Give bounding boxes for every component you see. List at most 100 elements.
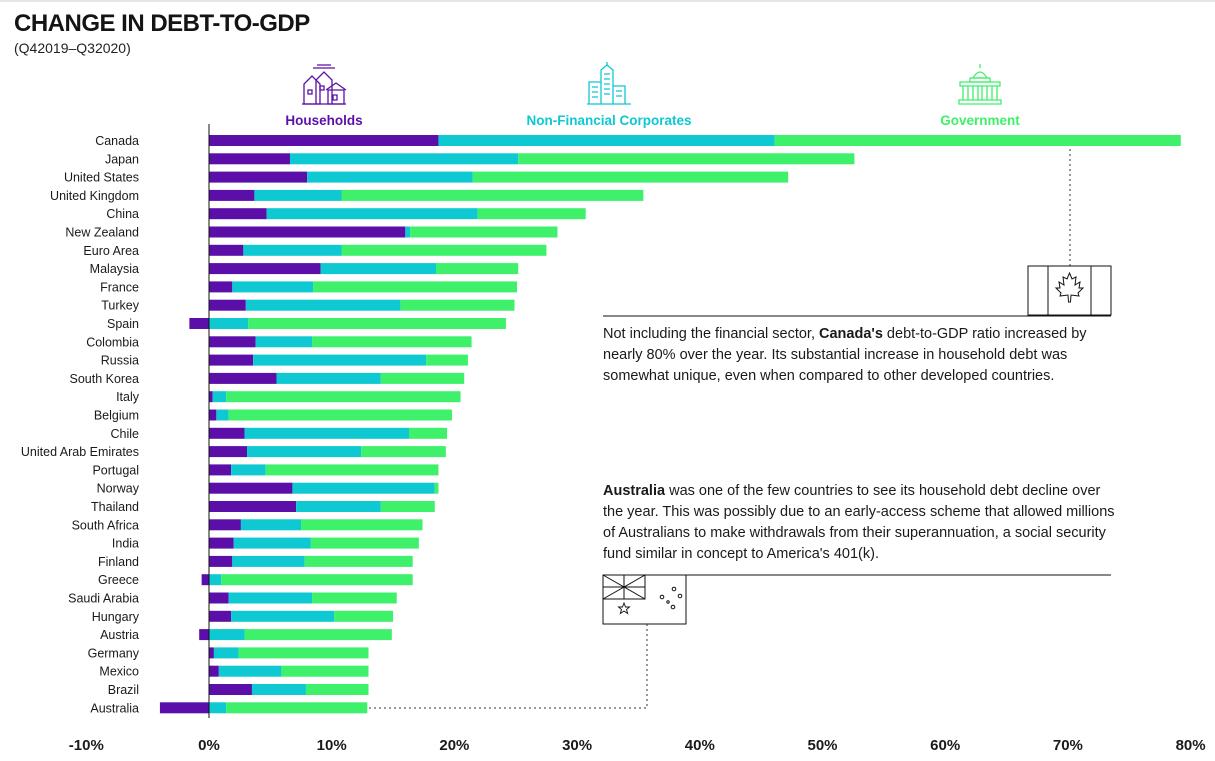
bar-austria-government (244, 629, 392, 641)
australia-note-post: was one of the few countries to see its … (603, 483, 1115, 562)
chart-title: CHANGE IN DEBT-TO-GDP (14, 10, 310, 37)
category-label-belgium: Belgium (94, 409, 139, 423)
category-label-brazil: Brazil (108, 683, 139, 697)
bar-greece-non-financial-corporates (209, 574, 222, 586)
category-label-euro-area: Euro Area (83, 244, 139, 258)
bar-australia-government (226, 702, 368, 714)
category-label-germany: Germany (88, 646, 140, 660)
bar-south-korea-households (209, 372, 277, 384)
bar-spain-government (248, 318, 506, 329)
bar-united-kingdom-government (341, 189, 644, 201)
category-label-japan: Japan (105, 152, 139, 166)
category-label-colombia: Colombia (86, 335, 139, 349)
bar-australia-households (159, 702, 209, 714)
houses-icon (302, 64, 347, 105)
bar-russia-non-financial-corporates (253, 354, 427, 366)
bar-euro-area-government (341, 244, 547, 256)
office-buildings-icon (587, 62, 631, 105)
category-label-saudi-arabia: Saudi Arabia (68, 592, 139, 606)
category-label-south-africa: South Africa (72, 518, 139, 532)
category-label-china: China (106, 207, 139, 221)
bar-brazil-non-financial-corporates (251, 684, 306, 695)
bar-saudi-arabia-non-financial-corporates (228, 592, 313, 604)
bar-mexico-households (209, 665, 219, 677)
category-label-united-states: United States (64, 171, 139, 185)
australia-leader-line (368, 624, 648, 709)
category-label-france: France (100, 280, 139, 294)
bar-united-kingdom-households (209, 189, 255, 201)
bar-colombia-government (312, 336, 472, 348)
x-tick-label: 30% (562, 737, 592, 754)
bar-india-government (310, 537, 419, 549)
bar-spain-non-financial-corporates (209, 318, 249, 329)
bar-finland-government (304, 555, 413, 567)
bar-france-households (209, 281, 233, 293)
bar-thailand-households (209, 501, 297, 512)
bar-spain-households (189, 318, 209, 329)
bar-canada-households (209, 135, 439, 146)
legend-corporates: Non-Financial Corporates (516, 62, 702, 128)
category-label-italy: Italy (116, 390, 140, 404)
bar-germany-households (209, 647, 214, 659)
bar-colombia-households (209, 336, 256, 348)
bar-saudi-arabia-government (312, 592, 397, 604)
category-label-south-korea: South Korea (70, 372, 140, 386)
bar-chile-non-financial-corporates (244, 427, 410, 439)
category-label-austria: Austria (100, 628, 139, 642)
bar-malaysia-government (435, 263, 519, 275)
bar-south-africa-households (209, 519, 241, 531)
x-tick-label: 40% (685, 737, 715, 754)
category-label-malaysia: Malaysia (90, 262, 139, 276)
bar-belgium-government (228, 409, 452, 421)
legend-households: Households (264, 62, 384, 128)
bar-france-government (313, 281, 517, 293)
category-label-spain: Spain (107, 317, 139, 331)
canada-note-pre: Not including the financial sector, (603, 326, 820, 342)
x-tick-label: 20% (439, 737, 469, 754)
bar-united-arab-emirates-non-financial-corporates (247, 446, 362, 458)
bar-turkey-government (400, 299, 515, 311)
bar-japan-households (209, 153, 290, 165)
category-label-united-kingdom: United Kingdom (50, 189, 139, 203)
bar-india-households (209, 537, 234, 549)
bar-china-government (477, 208, 586, 220)
australia-note: Australia was one of the few countries t… (603, 481, 1118, 565)
category-label-mexico: Mexico (99, 665, 139, 679)
bar-austria-households (199, 629, 209, 641)
bar-belgium-non-financial-corporates (216, 409, 229, 421)
bar-hungary-households (209, 610, 232, 622)
bar-new-zealand-households (209, 226, 406, 238)
bar-united-kingdom-non-financial-corporates (254, 189, 342, 201)
bar-new-zealand-government (410, 226, 558, 238)
x-axis: -10% 0% 10% 20% 30% 40% 50% 60% 70% 80% (69, 737, 1206, 754)
category-label-hungary: Hungary (92, 610, 140, 624)
top-rule (0, 0, 1215, 2)
bar-india-non-financial-corporates (233, 537, 311, 549)
bar-italy-government (226, 391, 461, 403)
bar-norway-government (434, 482, 439, 494)
category-label-turkey: Turkey (101, 299, 139, 313)
category-label-finland: Finland (98, 555, 139, 569)
bar-chile-government (409, 427, 448, 439)
bar-china-households (209, 208, 267, 220)
legend-label-government: Government (940, 113, 1020, 128)
bar-turkey-non-financial-corporates (245, 299, 401, 311)
bar-japan-non-financial-corporates (289, 153, 519, 165)
bar-japan-government (518, 153, 855, 165)
x-tick-label: 50% (807, 737, 837, 754)
bar-thailand-non-financial-corporates (296, 501, 381, 512)
bar-greece-households (201, 574, 209, 586)
bar-south-africa-government (301, 519, 423, 531)
bar-thailand-government (380, 501, 435, 512)
bar-malaysia-households (209, 263, 321, 275)
bar-euro-area-households (209, 244, 244, 256)
bar-colombia-non-financial-corporates (255, 336, 313, 348)
bar-australia-non-financial-corporates (209, 702, 227, 714)
category-label-greece: Greece (98, 573, 139, 587)
category-label-thailand: Thailand (91, 500, 139, 514)
bar-united-arab-emirates-government (361, 446, 446, 458)
bar-united-arab-emirates-households (209, 446, 248, 458)
bar-italy-non-financial-corporates (212, 391, 227, 403)
category-label-united-arab-emirates: United Arab Emirates (21, 445, 139, 459)
